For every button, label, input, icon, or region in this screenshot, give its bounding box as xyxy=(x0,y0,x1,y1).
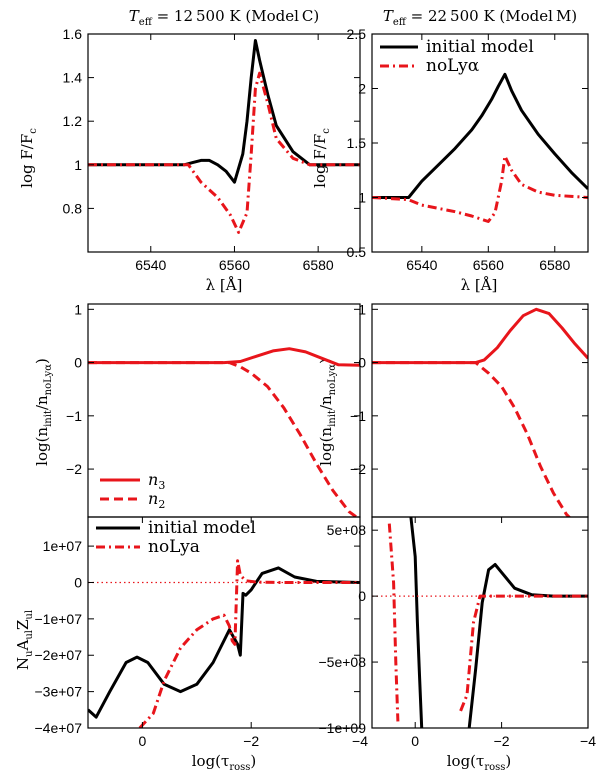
xlabel-lambda-m: λ [Å] xyxy=(461,276,498,294)
ytick-label: −2 xyxy=(66,461,82,477)
ytick-label: 0 xyxy=(74,355,82,371)
xtick-label: −4 xyxy=(580,733,596,749)
xlabel-lambda-c: λ [Å] xyxy=(206,276,243,294)
ylabel-pop-c: log(ninit/nnoLyα) xyxy=(33,358,54,466)
xtick-label: −4 xyxy=(352,733,368,749)
xtick-label: 6580 xyxy=(539,257,570,273)
legend-label: initial model xyxy=(148,518,256,538)
ytick-label: 0 xyxy=(74,574,82,590)
ytick-label: 1e+07 xyxy=(43,538,83,554)
legend-label: initial model xyxy=(426,37,534,57)
xtick-label: 6580 xyxy=(303,257,334,273)
series-noly--1 xyxy=(372,154,588,223)
ytick-label: 1 xyxy=(358,190,366,206)
title-model-m: Teff = 22 500 K (Model M) xyxy=(383,7,577,28)
xlabel-tau-m: log(τross) xyxy=(447,752,512,773)
xtick-label: −2 xyxy=(494,733,510,749)
series-initial-model-0 xyxy=(409,517,424,728)
ytick-label: −1e+09 xyxy=(319,720,367,736)
legend-label: n3 xyxy=(148,470,165,492)
ytick-label: 0.8 xyxy=(63,200,83,216)
series-initial-model-1 xyxy=(467,563,588,728)
ytick-label: 1 xyxy=(74,157,82,173)
ytick-label: 1.5 xyxy=(347,135,367,151)
ytick-label: −1 xyxy=(350,408,366,424)
ytick-label: −1 xyxy=(66,408,82,424)
ytick-label: 0 xyxy=(358,588,366,604)
ytick-label: 2 xyxy=(358,81,366,97)
panel-rate-m: −1e+09 −5e+08 0 5e+08 0 −2 −4 xyxy=(319,516,596,749)
xtick-label: 6560 xyxy=(473,257,504,273)
xtick-label: 6560 xyxy=(219,257,250,273)
series-initial-model-0 xyxy=(372,72,588,199)
ytick-label: 1.2 xyxy=(63,113,83,129)
ytick-label: −5e+08 xyxy=(319,654,367,670)
ylabel-flux-m: log F/Fc xyxy=(311,128,332,188)
axes-frame xyxy=(371,516,589,729)
ylabel-flux-c: log F/Fc xyxy=(18,128,39,188)
ytick-label: 0 xyxy=(358,355,366,371)
ytick-label: 1 xyxy=(74,301,82,317)
title-model-c: Teff = 12 500 K (Model C) xyxy=(129,7,319,28)
series-nolya-2 xyxy=(387,523,400,722)
series-initial-model-0 xyxy=(88,39,360,184)
series-n2-1 xyxy=(88,361,359,517)
ylabel-rates: NuAulZul xyxy=(14,610,35,670)
panel-pop-m: −2 −1 0 1 xyxy=(350,301,589,518)
ytick-label: 5e+08 xyxy=(327,522,367,538)
ytick-label: −1e+07 xyxy=(35,611,83,627)
series-initial-model-0 xyxy=(88,566,360,719)
ytick-label: 2.5 xyxy=(347,26,367,42)
legend-label: n2 xyxy=(148,489,165,511)
legend-label: noLyα xyxy=(426,56,480,76)
xtick-label: 0 xyxy=(411,733,419,749)
series-nolya-1 xyxy=(138,559,360,728)
ytick-label: −2e+07 xyxy=(35,647,83,663)
ytick-label: 1 xyxy=(358,301,366,317)
xtick-label: 6540 xyxy=(135,257,166,273)
ytick-label: 1.4 xyxy=(63,70,83,86)
xtick-label: −2 xyxy=(243,733,259,749)
xlabel-tau-c: log(τross) xyxy=(192,752,257,773)
axes-frame xyxy=(87,33,361,253)
series-n2-1 xyxy=(372,361,572,517)
axes-frame xyxy=(371,303,589,518)
panel-flux-m: 0.5 1 1.5 2 2.5 6540 6560 6580 initial modelnoLy… xyxy=(347,26,589,273)
ytick-label: 1.6 xyxy=(63,26,83,42)
ytick-label: −2 xyxy=(350,461,366,477)
series-n3-0 xyxy=(372,307,588,365)
series-n3-0 xyxy=(88,347,360,367)
xtick-label: 6540 xyxy=(406,257,437,273)
series-noly--1 xyxy=(88,71,360,234)
legend-label: noLya xyxy=(148,537,200,557)
panel-rate-c: −4e+07 −3e+07 −2e+07 −1e+07 0 1e+07 0 −2 −4 initi… xyxy=(35,516,368,749)
ytick-label: −4e+07 xyxy=(35,720,83,736)
axes-frame xyxy=(87,516,361,729)
ylabel-pop-m: log(ninit/nnoLyα) xyxy=(317,358,338,466)
ytick-label: 0.5 xyxy=(347,244,367,260)
ytick-label: −3e+07 xyxy=(35,684,83,700)
panel-flux-c: 0.8 1 1.2 1.4 1.6 6540 6560 6580 xyxy=(63,26,361,273)
series-nolya-3 xyxy=(459,594,588,712)
xtick-label: 0 xyxy=(139,733,147,749)
